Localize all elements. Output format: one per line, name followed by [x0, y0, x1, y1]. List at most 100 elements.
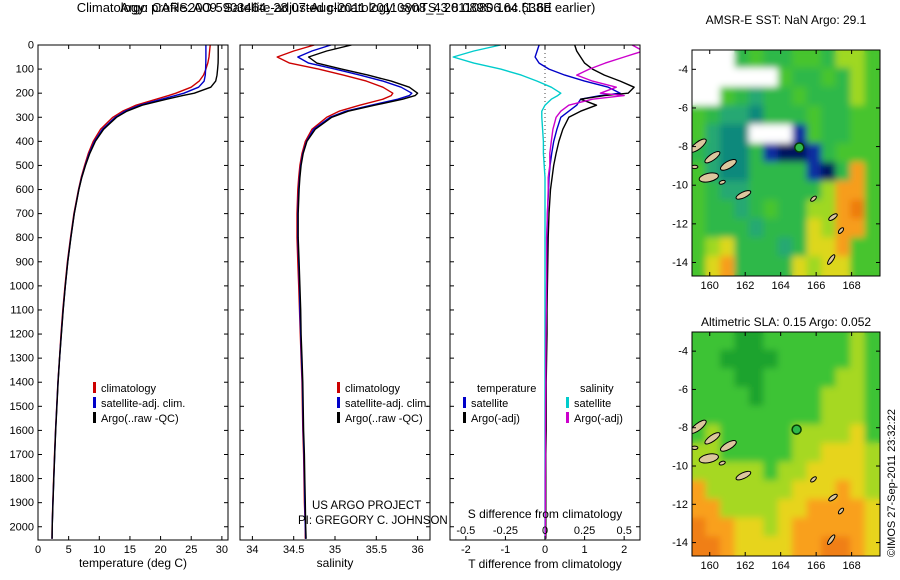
tick-label: 0.25	[574, 525, 595, 537]
tick-label: 36	[411, 544, 423, 556]
axes-box	[691, 331, 881, 557]
island	[704, 150, 721, 164]
tick-label: -14	[672, 537, 688, 549]
legend-line-sample	[93, 397, 96, 408]
tick-label: 30	[216, 544, 228, 556]
tick-label: -6	[678, 384, 688, 396]
tick-label: -6	[678, 102, 688, 114]
island	[828, 493, 838, 502]
legend-line-sample	[93, 412, 96, 423]
legend-item: climatology	[337, 382, 429, 397]
island	[718, 460, 726, 466]
tick-label: 1	[582, 544, 588, 556]
salinity-profile: 34 34.5 35 35.5 36	[239, 44, 431, 556]
tick-label: -2	[461, 544, 471, 556]
series-satellite-adj-clim-	[297, 45, 413, 539]
island	[828, 213, 838, 221]
legend-line-sample	[337, 412, 340, 423]
tick-label: -4	[678, 64, 688, 76]
difference-profile: -2 -1 0 1 2 -0.5 -0.25 0 0.25 0.5	[449, 44, 641, 556]
temperature-legend: climatology satellite-adj. clim. Argo(..…	[93, 382, 185, 427]
map-field	[692, 332, 880, 556]
tick-label: 2000	[10, 521, 34, 533]
legend-line-sample	[337, 397, 340, 408]
tick-label: 34	[246, 544, 258, 556]
island	[827, 254, 836, 265]
pi-note: PI: GREGORY C. JOHNSON	[298, 515, 448, 527]
series-lines	[51, 45, 219, 539]
tick-label: 162	[736, 560, 754, 572]
tick-label: 168	[842, 280, 860, 292]
tick-label: -12	[672, 218, 688, 230]
series-satellite-adj-clim-	[51, 45, 207, 539]
tick-label: -8	[678, 422, 688, 434]
sla-map: 160 162 164 166 168 -4 -6 -8 -10 -12 -14	[672, 331, 881, 572]
island	[810, 476, 817, 483]
tick-label: 0.5	[617, 525, 632, 537]
temperature-profile: 0 5 10 15 20 25 300100200300400500600700800900…	[10, 40, 229, 556]
tick-label: 1100	[10, 304, 34, 316]
difference-salinity-legend: salinity satellite Argo(-adj)	[566, 382, 623, 427]
difference-temperature-legend: temperature satellite Argo(-adj)	[463, 382, 536, 427]
legend-item: Argo(..raw -QC)	[93, 412, 185, 427]
tick-label: 700	[16, 208, 34, 220]
figure-title-line1: Argo profile: AO 5903464_28 07-Aug-2011 …	[120, 0, 552, 15]
s-difference-axis-label: S difference from climatology	[467, 507, 623, 521]
axes-box	[37, 44, 229, 541]
tick-label: -12	[672, 499, 688, 511]
legend-line-sample	[566, 412, 569, 423]
legend-line-sample	[463, 397, 466, 408]
series-argo-raw-qc-	[51, 45, 219, 539]
legend-item: climatology	[93, 382, 185, 397]
tick-label: 900	[16, 256, 34, 268]
sla-map-title: Altimetric SLA: 0.15 Argo: 0.052	[700, 315, 872, 329]
argo-float-marker	[791, 424, 802, 435]
tick-label: 1600	[10, 425, 34, 437]
tick-label: -0.25	[493, 525, 518, 537]
legend-label: Argo(-adj)	[574, 413, 623, 425]
island	[735, 470, 752, 481]
legend-label: satellite-adj. clim.	[101, 398, 186, 410]
series-lines	[452, 45, 640, 539]
series-climatology	[276, 45, 394, 539]
legend-label: climatology	[101, 383, 157, 395]
tick-label: 500	[16, 160, 34, 172]
series-argo-raw-qc-	[297, 45, 419, 539]
legend-item: satellite-adj. clim.	[93, 397, 185, 412]
island	[735, 190, 752, 200]
legend-item: satellite	[566, 397, 623, 412]
island	[692, 419, 707, 434]
tick-label: 400	[16, 136, 34, 148]
island	[718, 179, 726, 185]
copyright-stamp: ©IMOS 27-Sep-2011 23:32:22	[886, 409, 898, 557]
map-field	[692, 50, 880, 276]
salinity-legend: climatology satellite-adj. clim. Argo(..…	[337, 382, 429, 427]
legend-label: satellite	[574, 398, 612, 410]
island	[692, 445, 699, 450]
tick-label: -14	[672, 257, 688, 269]
legend-line-sample	[93, 382, 96, 393]
tick-label: 166	[807, 560, 825, 572]
tick-label: 164	[771, 280, 789, 292]
argo-float-marker	[794, 142, 805, 153]
legend-label: satellite-adj. clim.	[345, 398, 430, 410]
tick-label: 300	[16, 112, 34, 124]
island	[692, 138, 707, 153]
tick-label: 1400	[10, 377, 34, 389]
tick-label: 15	[124, 544, 136, 556]
legend-item: Argo(-adj)	[463, 412, 536, 427]
island	[698, 172, 719, 183]
series-temperature-argo-adj-	[545, 45, 635, 539]
series-lines	[276, 45, 419, 539]
series-salinity-satellite	[452, 45, 562, 539]
tick-label: 166	[807, 280, 825, 292]
tick-label: 162	[736, 280, 754, 292]
island	[810, 195, 817, 202]
tick-label: 200	[16, 88, 34, 100]
legend-line-sample	[566, 397, 569, 408]
island	[704, 432, 721, 445]
us-argo-project-note: US ARGO PROJECT	[312, 500, 422, 512]
legend-item: satellite-adj. clim.	[337, 397, 429, 412]
temperature-axis-label: temperature (deg C)	[78, 556, 188, 570]
